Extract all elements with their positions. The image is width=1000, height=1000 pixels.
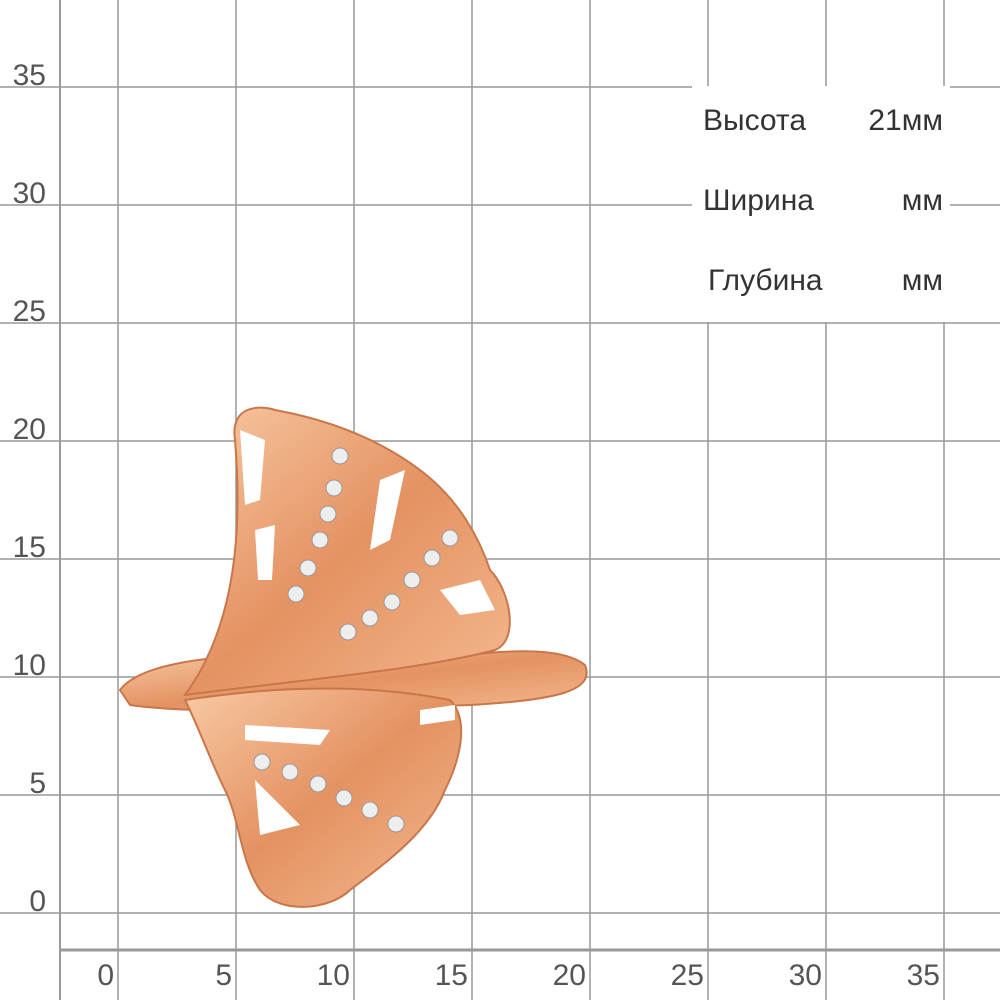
x-tick-label: 30 xyxy=(789,959,822,992)
y-tick-label: 0 xyxy=(29,885,46,918)
specs-panel xyxy=(692,86,950,322)
spec-label: Глубина xyxy=(708,264,823,297)
y-tick-label: 25 xyxy=(13,295,46,328)
x-tick-label: 5 xyxy=(215,959,232,992)
x-tick-label: 25 xyxy=(671,959,704,992)
y-tick-label: 5 xyxy=(29,767,46,800)
x-tick-label: 35 xyxy=(907,959,940,992)
spec-label: Высота xyxy=(703,104,806,137)
y-tick-label: 30 xyxy=(13,177,46,210)
y-tick-label: 15 xyxy=(13,531,46,564)
specs: Высота 21мм Ширина мм Глубина мм xyxy=(703,104,943,297)
x-tick-label: 20 xyxy=(553,959,586,992)
spec-value: 21мм xyxy=(868,104,943,137)
x-tick-label: 15 xyxy=(435,959,468,992)
x-tick-label: 10 xyxy=(317,959,350,992)
y-tick-label: 10 xyxy=(13,649,46,682)
y-tick-label: 20 xyxy=(13,413,46,446)
y-tick-label: 35 xyxy=(13,59,46,92)
spec-label: Ширина xyxy=(703,184,814,217)
x-tick-label: 0 xyxy=(97,959,114,992)
spec-value: мм xyxy=(902,264,943,297)
ring xyxy=(118,406,588,908)
spec-value: мм xyxy=(902,184,943,217)
